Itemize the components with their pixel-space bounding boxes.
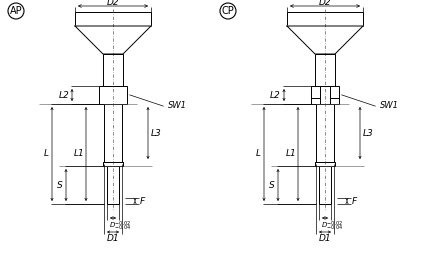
Text: D2: D2 — [107, 0, 119, 7]
Text: AP: AP — [10, 6, 22, 16]
Text: D1: D1 — [319, 234, 331, 243]
Polygon shape — [287, 26, 363, 54]
Text: L3: L3 — [151, 128, 162, 138]
Bar — [316, 104, 334, 164]
Text: L1: L1 — [285, 149, 296, 159]
Text: D2: D2 — [319, 0, 331, 7]
Text: L1: L1 — [73, 149, 84, 159]
Text: L2: L2 — [58, 90, 69, 99]
Text: SW1: SW1 — [168, 100, 187, 110]
Text: CP: CP — [221, 6, 235, 16]
Bar — [311, 86, 339, 104]
Text: L: L — [256, 149, 261, 159]
Text: L2: L2 — [270, 90, 281, 99]
Text: F: F — [352, 197, 357, 205]
Polygon shape — [75, 26, 151, 54]
Bar — [319, 166, 331, 204]
Text: $D^{-0.02}_{-0.04}$: $D^{-0.02}_{-0.04}$ — [109, 220, 131, 233]
Bar — [103, 54, 123, 86]
Text: S: S — [57, 181, 63, 190]
Bar — [103, 162, 123, 166]
Bar — [315, 162, 335, 166]
Bar — [315, 54, 335, 86]
Bar — [99, 86, 127, 104]
Text: $D^{-0.02}_{-0.04}$: $D^{-0.02}_{-0.04}$ — [321, 220, 344, 233]
Text: L3: L3 — [363, 128, 374, 138]
Text: S: S — [269, 181, 275, 190]
Text: F: F — [140, 197, 145, 205]
Bar — [104, 104, 122, 164]
Text: SW1: SW1 — [380, 100, 399, 110]
Bar — [75, 12, 151, 26]
Bar — [107, 166, 119, 204]
Bar — [287, 12, 363, 26]
Text: L: L — [44, 149, 49, 159]
Text: D1: D1 — [107, 234, 119, 243]
